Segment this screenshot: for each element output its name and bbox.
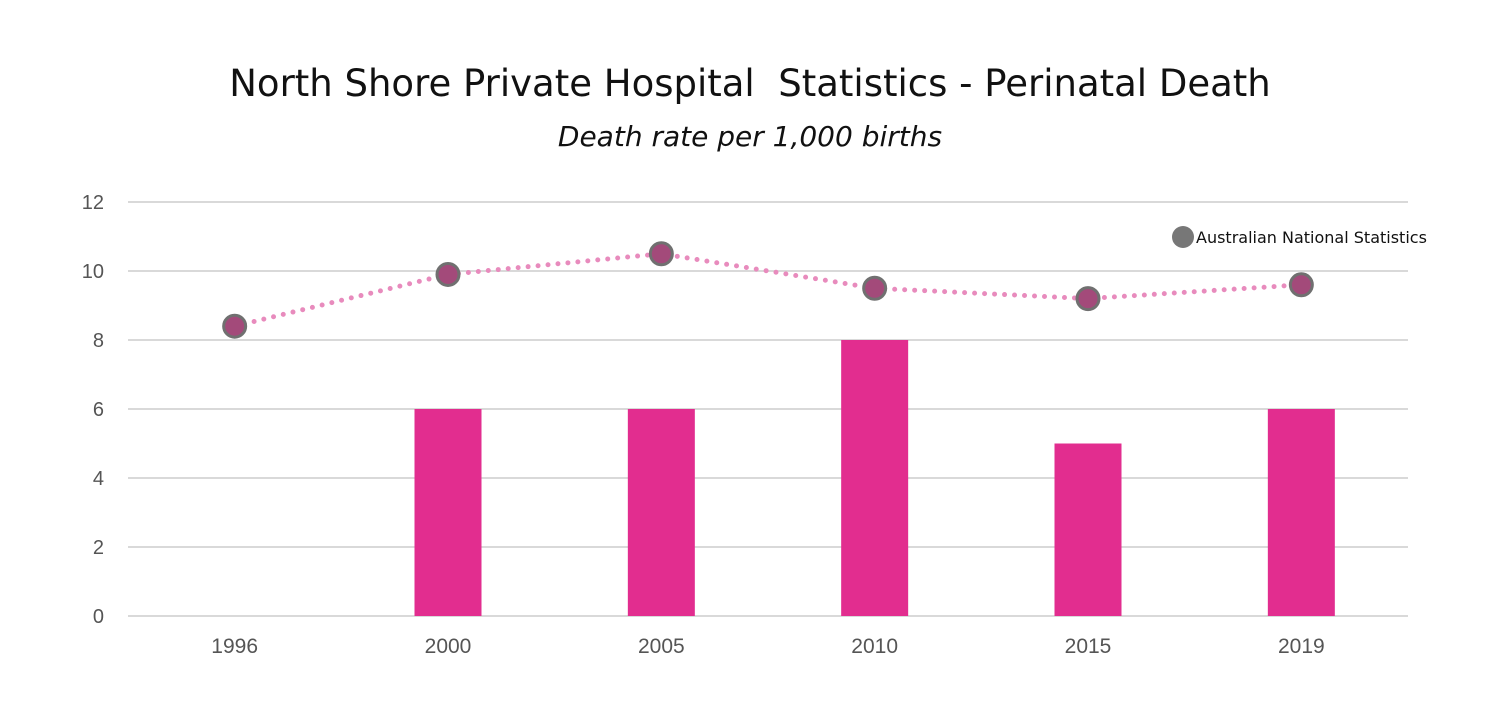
legend-marker: [1172, 226, 1194, 248]
y-tick-label: 6: [93, 399, 104, 421]
y-tick-label: 2: [93, 537, 104, 559]
line-point: [648, 241, 674, 267]
line-point: [222, 313, 248, 339]
y-tick-label: 4: [93, 468, 104, 490]
x-tick-label: 2000: [425, 635, 472, 658]
x-tick-label: 2019: [1278, 635, 1325, 658]
bar: [841, 340, 909, 616]
y-tick-label: 0: [93, 606, 104, 628]
x-tick-label: 2015: [1065, 635, 1112, 658]
line-point: [1288, 272, 1314, 298]
legend-label: Australian National Statistics: [1196, 228, 1427, 247]
y-tick-label: 12: [82, 192, 104, 214]
y-tick-label: 8: [93, 330, 104, 352]
x-tick-label: 2005: [638, 635, 685, 658]
bar: [414, 409, 482, 616]
bar: [627, 409, 695, 616]
bar: [1054, 443, 1122, 616]
bar: [1267, 409, 1335, 616]
line-point: [862, 275, 888, 301]
chart-subtitle: Death rate per 1,000 births: [557, 120, 943, 153]
x-tick-label: 1996: [211, 635, 258, 658]
line-series: [232, 251, 1304, 329]
x-tick-label: 2010: [851, 635, 898, 658]
chart-title: North Shore Private Hospital Statistics …: [229, 62, 1271, 105]
line-point: [435, 261, 461, 287]
y-tick-label: 10: [82, 261, 104, 283]
line-point: [1075, 286, 1101, 312]
